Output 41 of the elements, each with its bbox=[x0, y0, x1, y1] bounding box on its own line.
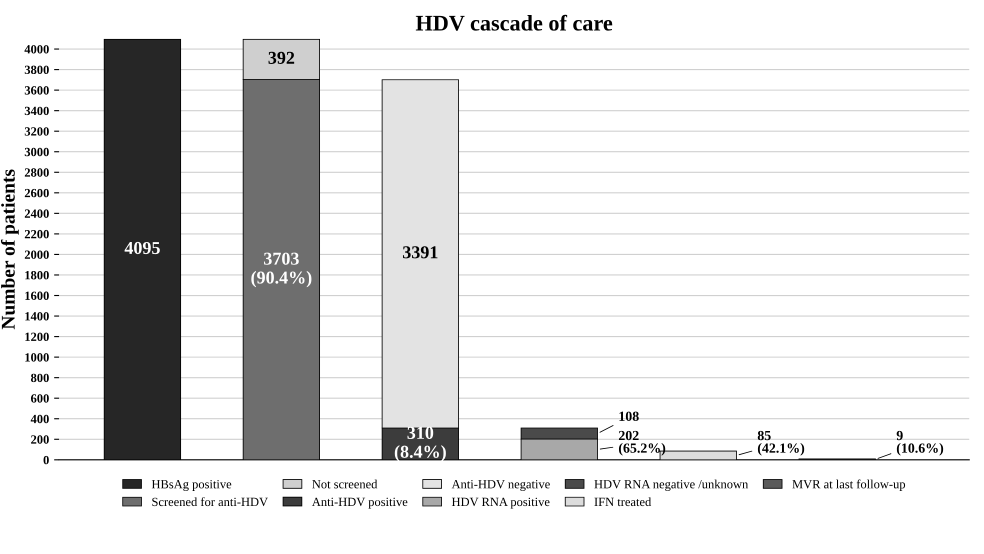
y-tick-label: 2400 bbox=[24, 209, 49, 218]
y-tick-label: 2600 bbox=[24, 188, 49, 198]
legend-label: MVR at last follow-up bbox=[792, 479, 906, 491]
y-tick-label: 4000 bbox=[24, 45, 49, 54]
legend-label: HDV RNA negative /unknown bbox=[594, 480, 748, 491]
data-label: 3703 (90.4%) bbox=[251, 252, 312, 288]
y-tick-label: 3200 bbox=[24, 127, 49, 136]
data-label: 392 bbox=[268, 52, 294, 64]
y-tick-label: 1200 bbox=[25, 332, 49, 342]
data-label: 9 (10.6%) bbox=[896, 430, 944, 456]
data-label: 202 (65.2%) bbox=[618, 430, 666, 456]
data-label: 85 (42.1%) bbox=[758, 430, 804, 456]
legend-label: IFN treated bbox=[594, 497, 652, 506]
y-tick-label: 3400 bbox=[24, 106, 49, 116]
y-tick-label: 1600 bbox=[25, 292, 49, 300]
y-tick-label: 3800 bbox=[24, 66, 49, 74]
y-tick-label: 1400 bbox=[25, 312, 49, 321]
chart-title: HDV cascade of care bbox=[416, 14, 612, 31]
y-tick-label: 2800 bbox=[24, 168, 49, 177]
y-tick-label: 400 bbox=[30, 414, 49, 424]
y-tick-label: 1800 bbox=[25, 271, 49, 280]
data-label: 4095 bbox=[124, 242, 160, 254]
legend-label: HDV RNA positive bbox=[452, 498, 550, 509]
legend-label: HBsAg positive bbox=[152, 480, 232, 491]
y-tick-label: 2200 bbox=[24, 230, 49, 238]
legend-label: Not screened bbox=[312, 480, 378, 488]
y-tick-label: 600 bbox=[30, 394, 49, 403]
legend-label: Anti-HDV negative bbox=[452, 480, 550, 491]
y-tick-label: 0 bbox=[44, 456, 49, 464]
y-tick-label: 200 bbox=[31, 435, 49, 444]
y-tick-label: 3600 bbox=[24, 86, 49, 95]
y-axis-title: Number of patients bbox=[0, 169, 19, 330]
y-tick-label: 3000 bbox=[24, 148, 49, 156]
legend-label: Anti-HDV positive bbox=[312, 498, 408, 509]
y-tick-label: 1000 bbox=[25, 353, 49, 362]
y-tick-label: 800 bbox=[30, 374, 49, 382]
y-tick-label: 2000 bbox=[24, 250, 49, 259]
data-label: 3391 bbox=[402, 246, 438, 258]
legend-label: Screened for anti-HDV bbox=[152, 497, 268, 506]
data-label: 310 (8.4%) bbox=[394, 426, 446, 462]
data-label: 108 bbox=[619, 412, 639, 421]
